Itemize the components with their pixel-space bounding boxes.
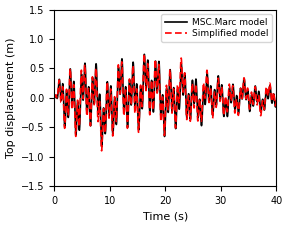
MSC.Marc model <box>214 100 217 103</box>
Simplified model <box>146 62 149 65</box>
Y-axis label: Top displacement (m): Top displacement (m) <box>5 38 16 158</box>
Simplified model <box>143 52 146 55</box>
MSC.Marc model <box>146 59 149 62</box>
MSC.Marc model <box>143 53 146 56</box>
Simplified model <box>148 111 151 114</box>
Simplified model <box>274 98 278 101</box>
X-axis label: Time (s): Time (s) <box>143 211 188 222</box>
MSC.Marc model <box>158 86 162 88</box>
MSC.Marc model <box>100 145 103 148</box>
MSC.Marc model <box>257 90 260 93</box>
Simplified model <box>214 104 217 106</box>
Legend: MSC.Marc model, Simplified model: MSC.Marc model, Simplified model <box>161 14 272 42</box>
Simplified model <box>158 95 162 97</box>
Line: Simplified model: Simplified model <box>54 54 276 151</box>
MSC.Marc model <box>148 106 151 109</box>
MSC.Marc model <box>53 96 56 99</box>
Simplified model <box>268 82 271 85</box>
MSC.Marc model <box>268 85 271 88</box>
Simplified model <box>257 94 260 97</box>
Line: MSC.Marc model: MSC.Marc model <box>54 54 276 147</box>
MSC.Marc model <box>274 100 278 103</box>
Simplified model <box>100 149 103 152</box>
Simplified model <box>53 96 56 99</box>
